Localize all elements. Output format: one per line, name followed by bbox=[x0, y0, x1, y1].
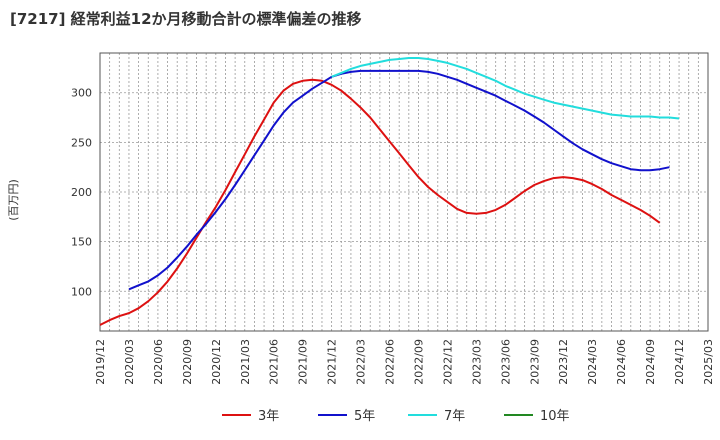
grid-lines bbox=[99, 53, 709, 331]
series-lines bbox=[99, 57, 680, 326]
x-tick-label: 2020/06 bbox=[152, 339, 165, 385]
x-tick-label: 2025/03 bbox=[702, 339, 715, 385]
x-tick-label: 2021/03 bbox=[239, 339, 252, 385]
x-axis-ticks: 2019/12 2020/03 2020/06 2020/09 2020/12 2021/… bbox=[94, 339, 715, 385]
x-tick-label: 2019/12 bbox=[94, 339, 107, 385]
x-tick-label: 2024/06 bbox=[615, 339, 628, 385]
legend: 3年 5年 7年 10年 bbox=[222, 409, 570, 424]
chart-title: [7217] 経常利益12か月移動合計の標準偏差の推移 bbox=[10, 10, 362, 28]
x-tick-label: 2023/03 bbox=[470, 339, 483, 385]
legend-label: 7年 bbox=[444, 409, 465, 424]
y-axis-ticks: 100 150 200 250 300 bbox=[71, 87, 92, 299]
series-line bbox=[331, 57, 680, 120]
x-tick-label: 2022/06 bbox=[384, 339, 397, 385]
x-tick-label: 2020/12 bbox=[210, 339, 223, 385]
x-tick-label: 2021/06 bbox=[268, 339, 281, 385]
legend-label: 10年 bbox=[540, 409, 570, 424]
x-tick-label: 2023/06 bbox=[499, 339, 512, 385]
x-tick-label: 2021/12 bbox=[326, 339, 339, 385]
y-tick-label: 150 bbox=[71, 236, 92, 249]
x-tick-label: 2022/09 bbox=[412, 339, 425, 385]
legend-label: 3年 bbox=[258, 409, 279, 424]
x-tick-label: 2020/09 bbox=[181, 339, 194, 385]
y-axis-label: (百万円) bbox=[7, 179, 20, 221]
legend-label: 5年 bbox=[354, 409, 375, 424]
x-tick-label: 2023/12 bbox=[557, 339, 570, 385]
x-tick-label: 2021/09 bbox=[297, 339, 310, 385]
y-tick-label: 200 bbox=[71, 186, 92, 199]
x-tick-label: 2023/09 bbox=[528, 339, 541, 385]
x-tick-label: 2022/12 bbox=[441, 339, 454, 385]
series-line bbox=[128, 69, 670, 291]
y-tick-label: 250 bbox=[71, 136, 92, 149]
series-line bbox=[99, 78, 661, 326]
x-tick-label: 2020/03 bbox=[123, 339, 136, 385]
x-tick-label: 2024/09 bbox=[644, 339, 657, 385]
plot-area-border bbox=[99, 52, 709, 332]
y-tick-label: 100 bbox=[71, 285, 92, 298]
x-tick-label: 2022/03 bbox=[355, 339, 368, 385]
y-tick-label: 300 bbox=[71, 87, 92, 100]
x-tick-label: 2024/03 bbox=[586, 339, 599, 385]
x-tick-label: 2024/12 bbox=[673, 339, 686, 385]
